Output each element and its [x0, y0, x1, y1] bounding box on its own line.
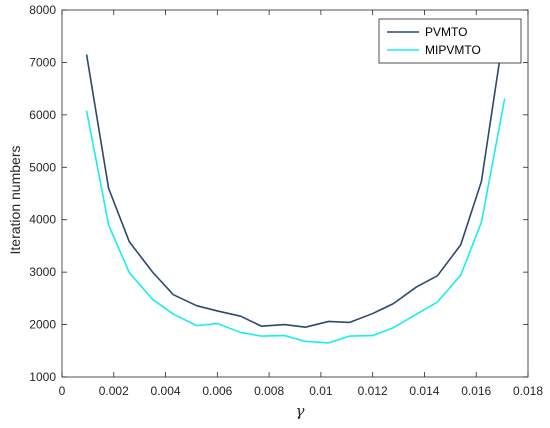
x-axis-label: γ [296, 402, 305, 420]
y-tick-label: 5000 [29, 160, 56, 174]
legend [378, 18, 522, 64]
x-tick-label: 0.012 [358, 384, 388, 398]
legend-label-mipvmto: MIPVMTO [425, 43, 481, 57]
x-tick-label: 0 [59, 384, 66, 398]
y-tick-label: 8000 [29, 3, 56, 17]
x-tick-label: 0.004 [151, 384, 181, 398]
y-tick-label: 3000 [29, 265, 56, 279]
x-tick-label: 0.006 [202, 384, 232, 398]
x-tick-label: 0.018 [513, 384, 543, 398]
y-tick-label: 4000 [29, 213, 56, 227]
y-tick-label: 6000 [29, 108, 56, 122]
series-line-mipvmto [85, 98, 506, 344]
series-line-pvmto [85, 26, 506, 328]
x-tick-label: 0.01 [309, 384, 333, 398]
x-tick-label: 0.014 [409, 384, 439, 398]
axes-box [61, 9, 529, 378]
x-tick-label: 0.016 [461, 384, 491, 398]
x-tick-label: 0.008 [254, 384, 284, 398]
y-tick-label: 1000 [29, 370, 56, 384]
x-tick-label: 0.002 [99, 384, 129, 398]
y-axis-label: Iteration numbers [7, 146, 23, 255]
y-tick-label: 2000 [29, 318, 56, 332]
y-tick-label: 7000 [29, 55, 56, 69]
plot-area [62, 10, 528, 377]
legend-label-pvmto: PVMTO [425, 25, 467, 39]
